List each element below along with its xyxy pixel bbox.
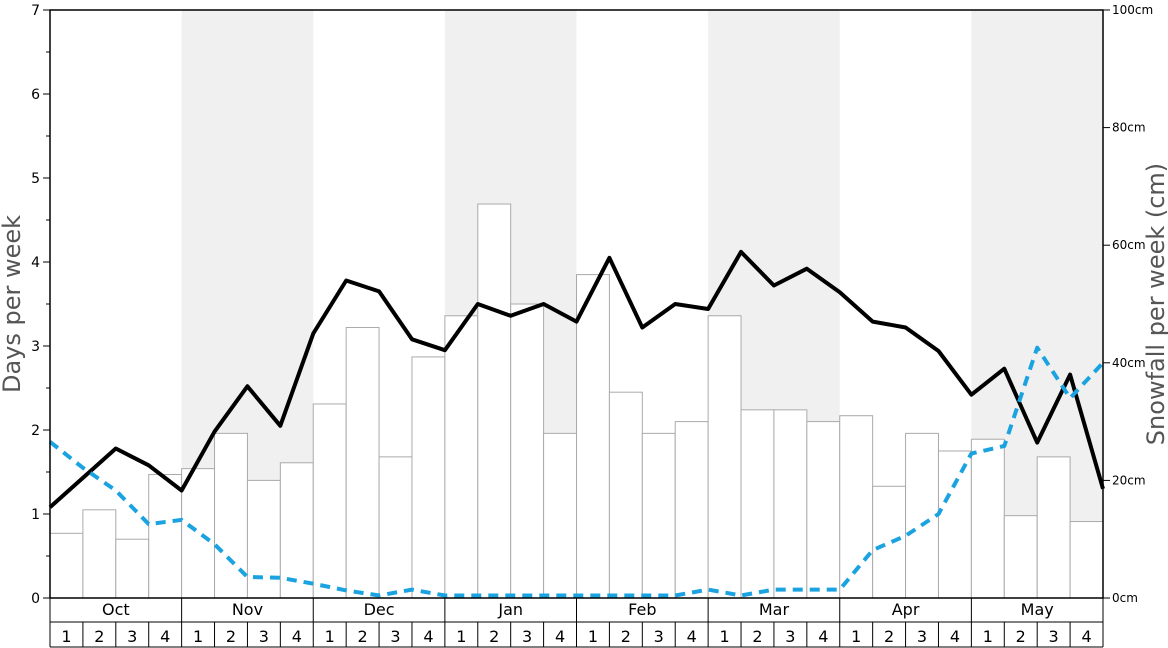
snowfall-bar xyxy=(905,432,939,599)
week-label: 1 xyxy=(719,627,729,646)
right-tick-label: 0cm xyxy=(1112,591,1138,605)
week-label: 3 xyxy=(390,627,400,646)
week-label: 1 xyxy=(193,627,203,646)
snowfall-bar xyxy=(345,327,380,599)
snowfall-bar xyxy=(937,450,972,599)
snowfall-bar xyxy=(510,303,545,599)
axes: 0 1 2 3 4 5 6 7 0cm 20cm 40cm 60cm 80cm 100cm Oct Nov De… xyxy=(31,3,1153,648)
dashed-series-line xyxy=(48,345,1105,598)
week-label: 4 xyxy=(950,627,960,646)
week-label: 2 xyxy=(489,627,499,646)
solid-series-line xyxy=(48,249,1105,509)
left-tick-label: 6 xyxy=(31,87,40,103)
month-label: Nov xyxy=(232,600,263,619)
left-tick-label: 0 xyxy=(31,591,40,607)
snowfall-bar xyxy=(806,421,841,599)
snowfall-bar xyxy=(49,532,84,599)
right-tick-label: 20cm xyxy=(1112,473,1146,487)
left-tick-label: 2 xyxy=(31,423,40,439)
snowfall-bar xyxy=(740,409,775,599)
week-label: 2 xyxy=(621,627,631,646)
week-label: 2 xyxy=(226,627,236,646)
snowfall-bar xyxy=(608,391,643,599)
snowfall-bar xyxy=(1069,521,1104,599)
week-label: 2 xyxy=(1016,627,1026,646)
snowfall-bar xyxy=(543,432,577,599)
week-label: 1 xyxy=(588,627,598,646)
week-label: 3 xyxy=(654,627,664,646)
snowfall-bar xyxy=(707,315,742,599)
week-label: 4 xyxy=(160,627,170,646)
week-label: 4 xyxy=(555,627,565,646)
snowfall-bar xyxy=(82,509,117,599)
week-label: 2 xyxy=(358,627,368,646)
week-label: 3 xyxy=(127,627,137,646)
week-label: 1 xyxy=(456,627,466,646)
snowfall-bar xyxy=(279,462,314,599)
right-axis-title: Snowfall per week (cm) xyxy=(1142,163,1168,445)
week-label: 2 xyxy=(94,627,104,646)
snowfall-bar xyxy=(1003,515,1038,599)
snowfall-bar xyxy=(576,274,610,599)
snowfall-bar xyxy=(148,474,183,599)
left-tick-label: 3 xyxy=(31,339,40,355)
week-label: 4 xyxy=(687,627,697,646)
week-label: 4 xyxy=(818,627,828,646)
snowfall-bar xyxy=(312,403,347,599)
week-label: 3 xyxy=(917,627,927,646)
snowfall-bar xyxy=(1036,456,1071,599)
week-label: 4 xyxy=(292,627,302,646)
left-tick-label: 4 xyxy=(31,255,40,271)
snowfall-bar xyxy=(872,485,907,599)
snowfall-bar xyxy=(641,432,676,599)
snowfall-bar xyxy=(970,438,1005,599)
week-label: 1 xyxy=(983,627,993,646)
week-label: 3 xyxy=(259,627,269,646)
week-label: 3 xyxy=(522,627,532,646)
week-label: 4 xyxy=(1081,627,1091,646)
left-tick-label: 1 xyxy=(31,507,40,523)
month-label: Oct xyxy=(102,600,130,619)
month-label: Mar xyxy=(759,600,790,619)
day-lines xyxy=(48,249,1105,598)
week-label: 3 xyxy=(785,627,795,646)
snowfall-bar xyxy=(181,468,216,599)
week-label: 1 xyxy=(61,627,71,646)
week-label: 3 xyxy=(1049,627,1059,646)
week-label: 2 xyxy=(752,627,762,646)
month-label: Dec xyxy=(364,600,395,619)
left-axis-title: Days per week xyxy=(0,215,26,393)
snowfall-bar xyxy=(773,409,808,599)
left-tick-label: 7 xyxy=(31,3,40,19)
right-tick-label: 40cm xyxy=(1112,356,1146,370)
month-label: May xyxy=(1021,600,1054,619)
right-tick-label: 80cm xyxy=(1112,121,1146,135)
snowfall-bar xyxy=(477,203,512,599)
left-tick-label: 5 xyxy=(31,171,40,187)
week-label: 1 xyxy=(851,627,861,646)
week-label: 2 xyxy=(884,627,894,646)
right-tick-label: 100cm xyxy=(1112,3,1153,17)
week-label: 1 xyxy=(325,627,335,646)
snowfall-bar xyxy=(674,421,709,599)
snowfall-bar xyxy=(246,479,281,599)
snowfall-bar xyxy=(444,315,479,599)
month-label: Apr xyxy=(892,600,920,619)
month-label: Jan xyxy=(497,600,523,619)
snowfall-bar xyxy=(378,456,413,599)
snowfall-bar xyxy=(411,356,446,599)
week-label: 4 xyxy=(423,627,433,646)
right-tick-label: 60cm xyxy=(1112,238,1146,252)
snowfall-bars xyxy=(49,203,1104,599)
snowfall-bar xyxy=(115,538,150,599)
month-label: Feb xyxy=(628,600,656,619)
